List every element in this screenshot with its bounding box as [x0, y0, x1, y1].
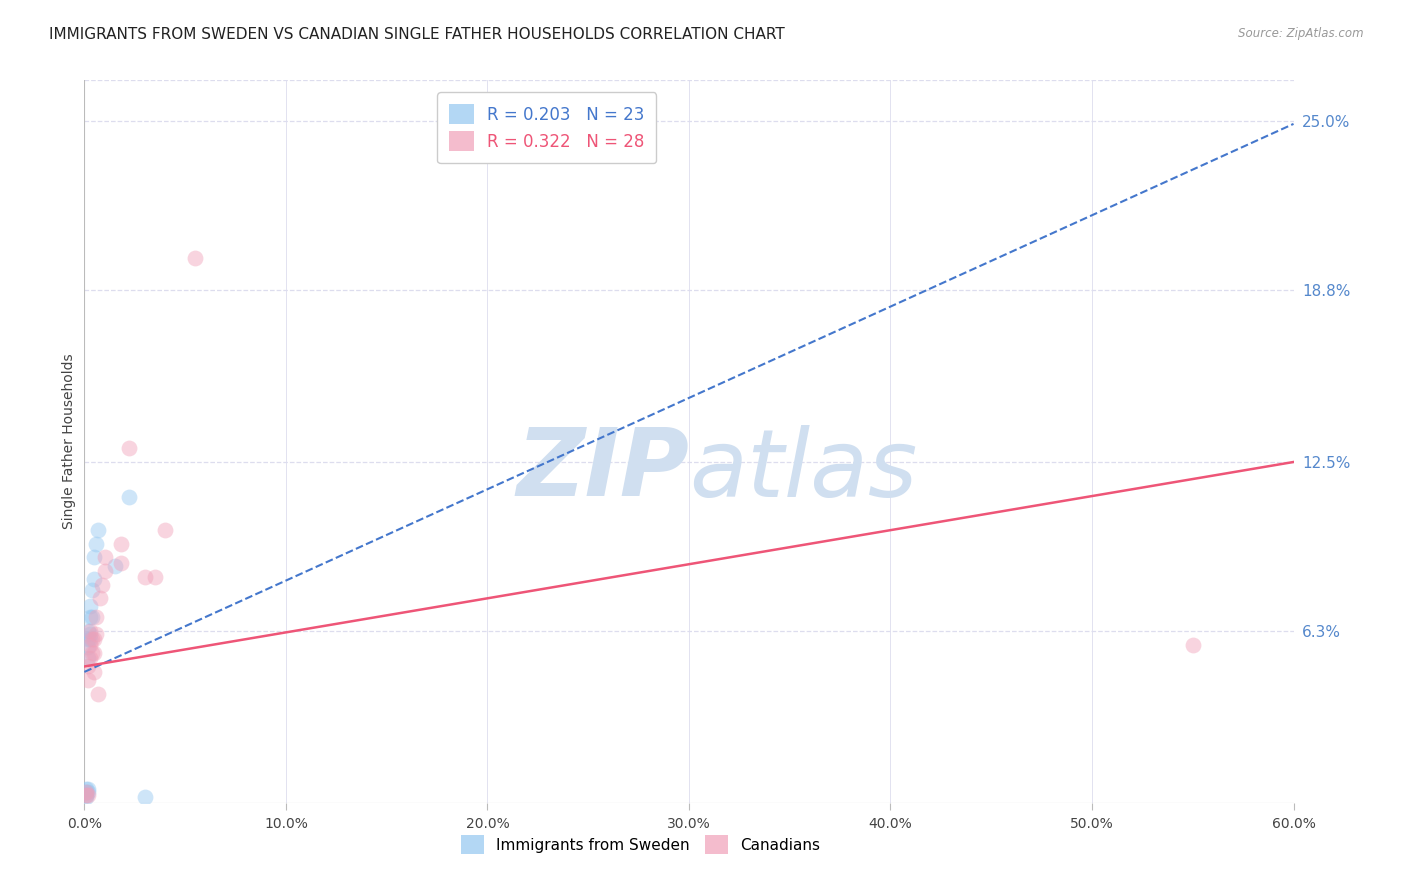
Point: [79, 610, 101, 624]
Point: [110, 556, 132, 570]
Point: [143, 569, 166, 583]
Point: [77, 788, 100, 802]
Point: [134, 569, 156, 583]
Point: [118, 442, 141, 456]
Point: [79, 651, 101, 665]
Point: [79, 599, 101, 614]
Point: [184, 251, 207, 265]
Point: [1181, 638, 1204, 652]
Point: [93, 550, 115, 565]
Point: [91, 577, 114, 591]
Point: [82, 632, 104, 647]
Point: [82, 646, 104, 660]
Point: [83, 572, 105, 586]
Y-axis label: Single Father Households: Single Father Households: [62, 354, 76, 529]
Point: [153, 523, 176, 537]
Point: [79, 624, 101, 638]
Point: [83, 665, 105, 679]
Text: IMMIGRANTS FROM SWEDEN VS CANADIAN SINGLE FATHER HOUSEHOLDS CORRELATION CHART: IMMIGRANTS FROM SWEDEN VS CANADIAN SINGL…: [49, 27, 785, 42]
Point: [77, 659, 100, 673]
Point: [93, 564, 115, 578]
Point: [82, 583, 104, 598]
Point: [77, 651, 100, 665]
Text: Source: ZipAtlas.com: Source: ZipAtlas.com: [1239, 27, 1364, 40]
Point: [75, 785, 97, 799]
Point: [86, 626, 108, 640]
Legend: Immigrants from Sweden, Canadians: Immigrants from Sweden, Canadians: [456, 830, 827, 860]
Point: [75, 788, 97, 802]
Point: [79, 638, 101, 652]
Point: [77, 673, 100, 687]
Point: [118, 491, 141, 505]
Point: [104, 558, 127, 573]
Point: [77, 624, 100, 638]
Point: [134, 790, 156, 805]
Point: [75, 782, 97, 797]
Point: [77, 640, 100, 655]
Point: [83, 550, 105, 565]
Point: [77, 782, 100, 797]
Point: [86, 610, 108, 624]
Point: [77, 632, 100, 647]
Point: [75, 788, 97, 802]
Point: [77, 785, 100, 799]
Point: [75, 785, 97, 799]
Point: [82, 610, 104, 624]
Point: [79, 632, 101, 647]
Text: atlas: atlas: [689, 425, 917, 516]
Text: ZIP: ZIP: [516, 425, 689, 516]
Point: [83, 632, 105, 647]
Point: [86, 537, 108, 551]
Point: [79, 626, 101, 640]
Point: [87, 687, 110, 701]
Point: [83, 646, 105, 660]
Point: [110, 537, 132, 551]
Point: [75, 790, 97, 805]
Point: [89, 591, 111, 606]
Point: [87, 523, 110, 537]
